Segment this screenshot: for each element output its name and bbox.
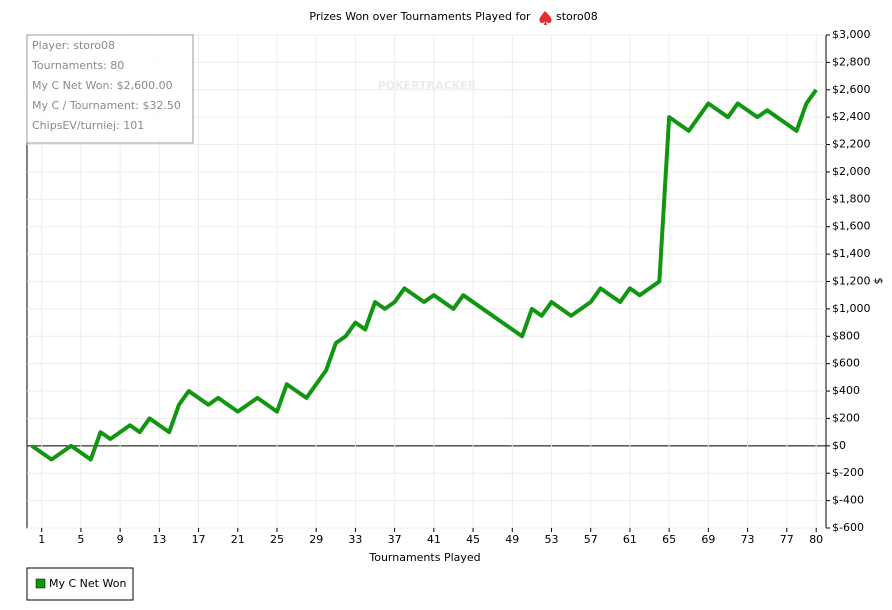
- y-tick-label: $800: [832, 329, 860, 342]
- y-tick-label: $0: [832, 439, 846, 452]
- x-tick-label: 13: [152, 533, 166, 546]
- x-tick-label: 73: [741, 533, 755, 546]
- y-tick-label: $2,000: [832, 165, 871, 178]
- legend-swatch: [35, 578, 46, 589]
- info-box-frame: [26, 34, 194, 144]
- info-line: ChipsEV/turniej: 101: [32, 119, 144, 132]
- x-tick-label: 1: [38, 533, 45, 546]
- info-box: Player: storo08 Tournaments: 80 My C Net…: [26, 34, 194, 144]
- y-tick-label: $1,200: [832, 275, 871, 288]
- x-tick-label: 61: [623, 533, 637, 546]
- y-tick-label: $1,800: [832, 192, 871, 205]
- x-tick-label: 9: [117, 533, 124, 546]
- x-tick-label: 53: [544, 533, 558, 546]
- watermark: POKERTRACKER: [378, 79, 477, 92]
- x-tick-label: 69: [701, 533, 715, 546]
- info-line: My C Net Won: $2,600.00: [32, 79, 173, 92]
- y-tick-label: $2,800: [832, 55, 871, 68]
- x-tick-label: 5: [77, 533, 84, 546]
- spade-icon: [539, 11, 552, 25]
- x-axis-label: Tournaments Played: [368, 551, 480, 564]
- y-tick-label: $-600: [832, 521, 864, 534]
- y-tick-label: $2,600: [832, 83, 871, 96]
- info-line: My C / Tournament: $32.50: [32, 99, 181, 112]
- x-tick-label: 77: [780, 533, 794, 546]
- x-tick-label: 37: [388, 533, 402, 546]
- x-tick-label: 17: [192, 533, 206, 546]
- series-line: [30, 88, 818, 462]
- y-tick-label: $1,000: [832, 302, 871, 315]
- chart-title: Prizes Won over Tournaments Played for: [309, 10, 531, 23]
- x-tick-label: 25: [270, 533, 284, 546]
- x-tick-label: 29: [309, 533, 323, 546]
- y-tick-label: $1,400: [832, 247, 871, 260]
- y-tick-label: $200: [832, 411, 860, 424]
- chart-title-player: storo08: [556, 10, 598, 23]
- y-tick-label: $2,400: [832, 110, 871, 123]
- x-tick-label: 49: [505, 533, 519, 546]
- legend: [26, 567, 134, 601]
- x-tick-label: 65: [662, 533, 676, 546]
- y-axis-label: $: [872, 278, 885, 285]
- y-tick-label: $400: [832, 384, 860, 397]
- x-tick-label: 41: [427, 533, 441, 546]
- info-line: Tournaments: 80: [31, 59, 124, 72]
- x-tick-label: 45: [466, 533, 480, 546]
- y-tick-label: $-200: [832, 466, 864, 479]
- y-tick-label: $3,000: [832, 28, 871, 41]
- info-line: Player: storo08: [32, 39, 115, 52]
- x-tick-label: 80: [809, 533, 823, 546]
- x-tick-label: 21: [231, 533, 245, 546]
- y-tick-label: $1,600: [832, 220, 871, 233]
- y-tick-label: $2,200: [832, 138, 871, 151]
- x-tick-label: 57: [584, 533, 598, 546]
- y-tick-label: $-400: [832, 494, 864, 507]
- y-tick-label: $600: [832, 357, 860, 370]
- legend-label: My C Net Won: [49, 577, 126, 590]
- x-tick-label: 33: [348, 533, 362, 546]
